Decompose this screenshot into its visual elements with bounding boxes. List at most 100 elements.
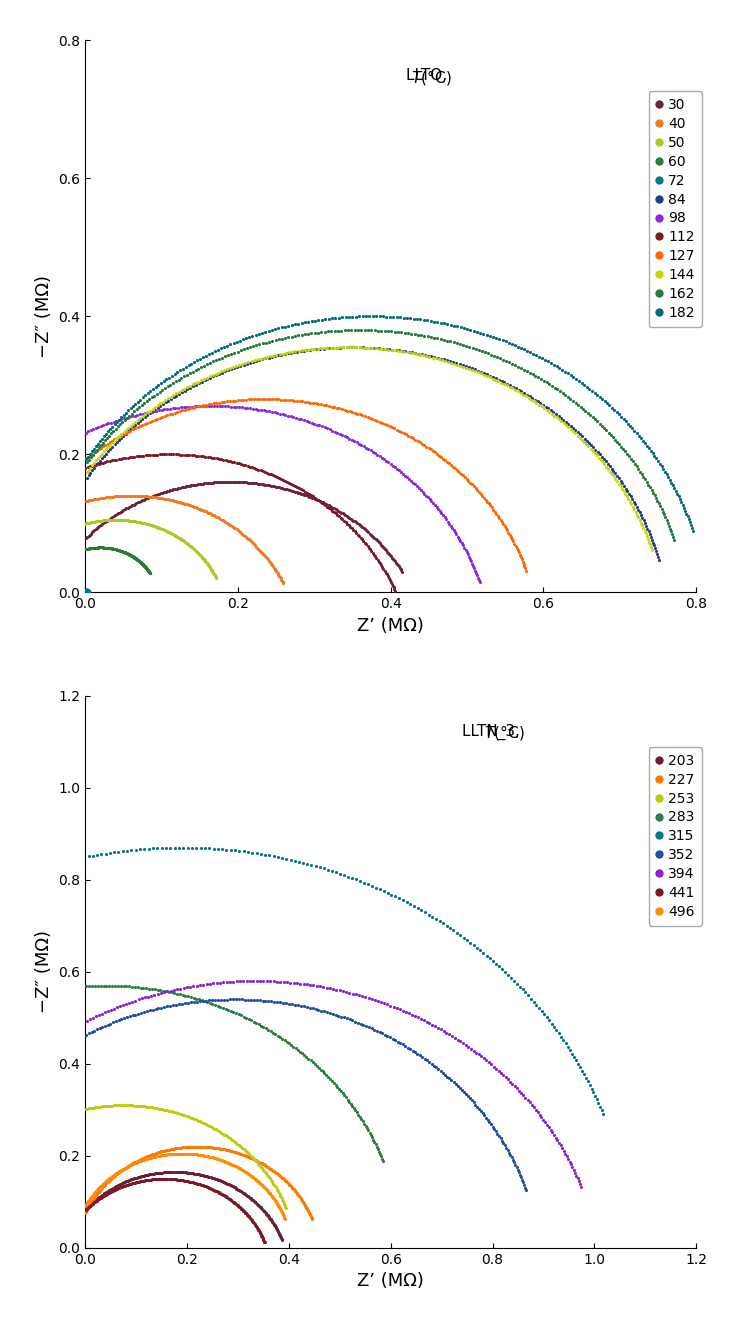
Point: [412, 325, 424, 346]
Point: [425, 346, 437, 367]
Point: [185, 986, 197, 1007]
Point: [457, 356, 469, 378]
Point: [237, 841, 249, 863]
Point: [502, 965, 514, 986]
Point: [111, 432, 122, 453]
Point: [216, 509, 228, 530]
Point: [114, 1094, 126, 1116]
Point: [258, 1230, 270, 1251]
Point: [323, 395, 335, 416]
Point: [95, 510, 107, 531]
Point: [164, 1101, 176, 1122]
Point: [141, 1096, 153, 1117]
Point: [160, 1169, 172, 1190]
Point: [352, 1012, 364, 1034]
Point: [229, 1141, 240, 1162]
Point: [193, 1136, 205, 1157]
Point: [508, 531, 519, 553]
Point: [82, 580, 93, 602]
Point: [451, 315, 463, 337]
Point: [594, 413, 605, 435]
Point: [134, 977, 146, 998]
Point: [207, 351, 219, 372]
Point: [207, 1137, 219, 1158]
Point: [421, 310, 433, 331]
Point: [456, 355, 468, 376]
Point: [240, 1162, 252, 1183]
Point: [93, 1181, 105, 1202]
Point: [226, 1154, 238, 1175]
Point: [128, 546, 139, 567]
Point: [139, 556, 151, 578]
Point: [430, 497, 442, 518]
Point: [147, 1143, 159, 1165]
Point: [467, 338, 479, 359]
Point: [574, 1057, 586, 1079]
Point: [496, 330, 508, 351]
Point: [116, 1159, 128, 1181]
Point: [127, 1153, 139, 1174]
Point: [82, 1196, 94, 1218]
Point: [99, 537, 111, 558]
Point: [433, 910, 445, 931]
Point: [192, 445, 204, 466]
Point: [373, 338, 385, 359]
Point: [377, 1150, 389, 1171]
Point: [635, 511, 647, 533]
Point: [288, 474, 300, 496]
Point: [84, 538, 96, 559]
Point: [393, 460, 405, 481]
Point: [269, 388, 281, 409]
Point: [165, 522, 177, 543]
Point: [680, 504, 692, 525]
Point: [99, 1183, 111, 1204]
Point: [170, 371, 182, 392]
Point: [264, 346, 276, 367]
Point: [205, 1137, 217, 1158]
Point: [501, 375, 513, 396]
Point: [122, 1155, 134, 1177]
Point: [237, 1182, 249, 1203]
Point: [488, 1118, 500, 1140]
Point: [200, 447, 211, 468]
Point: [195, 1165, 207, 1186]
Point: [598, 417, 610, 439]
Point: [332, 1004, 344, 1026]
Point: [82, 447, 94, 468]
Point: [404, 893, 416, 914]
Point: [247, 1190, 259, 1211]
Point: [104, 507, 116, 529]
Point: [171, 362, 183, 383]
Y-axis label: −Z″ (MΩ): −Z″ (MΩ): [35, 930, 53, 1014]
Point: [217, 996, 229, 1018]
Point: [242, 456, 254, 477]
Point: [207, 1167, 219, 1189]
Point: [122, 1170, 134, 1191]
Point: [255, 1173, 266, 1194]
Point: [522, 387, 534, 408]
Point: [381, 563, 393, 584]
Point: [141, 1165, 153, 1186]
Point: [206, 394, 217, 415]
Point: [444, 917, 456, 938]
Point: [136, 1150, 148, 1171]
Point: [450, 523, 462, 545]
Point: [354, 404, 366, 425]
Point: [459, 466, 470, 488]
Point: [221, 1187, 233, 1208]
Point: [104, 843, 116, 864]
Point: [232, 341, 243, 362]
Point: [259, 546, 271, 567]
Point: [252, 1218, 263, 1239]
Point: [499, 331, 511, 352]
Point: [81, 579, 93, 600]
Point: [596, 447, 608, 468]
Point: [197, 1145, 209, 1166]
Point: [98, 1175, 110, 1196]
Point: [338, 425, 350, 447]
Point: [79, 580, 91, 602]
Point: [136, 553, 148, 574]
Point: [183, 494, 194, 515]
Point: [228, 517, 240, 538]
Point: [683, 509, 695, 530]
